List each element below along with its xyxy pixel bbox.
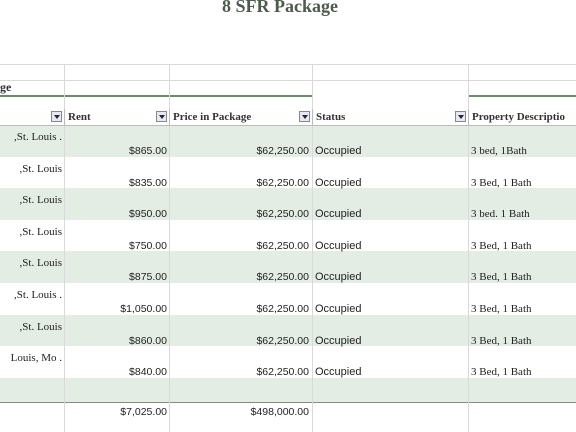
status: Occupied [315, 176, 362, 189]
description: 3 bed. 1 Bath [471, 208, 530, 221]
address: . St. Louis, [14, 131, 62, 143]
description: 3 Bed, 1 Bath [471, 366, 532, 379]
rent: $865.00 [129, 145, 167, 157]
address: St. Louis, [19, 225, 62, 238]
rent: $950.00 [129, 208, 167, 221]
section-rule [468, 95, 576, 97]
rent: $840.00 [129, 366, 167, 379]
price: $62,250.00 [256, 239, 309, 252]
total-rent: $7,025.00 [120, 406, 167, 418]
status: Occupied [315, 271, 362, 284]
description: 3 Bed, 1 Bath [471, 334, 532, 347]
price: $62,250.00 [256, 366, 309, 379]
price: $62,250.00 [256, 334, 309, 347]
price: $62,250.00 [256, 271, 309, 284]
column-header: Property Descriptio [468, 109, 576, 126]
column-header: Rent [64, 109, 169, 126]
description: 3 Bed, 1 Bath [471, 176, 532, 189]
filter-button[interactable] [299, 111, 310, 122]
description: 3 Bed, 1 Bath [471, 239, 532, 252]
status: Occupied [315, 334, 362, 347]
column-header: Status [312, 109, 468, 126]
address: . Louis, Mo [10, 352, 62, 365]
address: St. Louis, [19, 194, 62, 207]
total-band [0, 378, 576, 402]
grid-line [0, 64, 576, 65]
description: 3 Bed, 1 Bath [471, 271, 532, 284]
filter-button[interactable] [455, 111, 466, 122]
grid-line [169, 64, 170, 432]
row-band [0, 251, 576, 283]
rent: $750.00 [129, 239, 167, 252]
price: $62,250.00 [256, 176, 309, 189]
rent: $860.00 [129, 334, 167, 347]
grid-line [312, 64, 313, 432]
section-label: ge [0, 80, 12, 94]
status: Occupied [315, 145, 362, 157]
row-band [0, 125, 576, 157]
address: St. Louis, [19, 162, 62, 175]
address: St. Louis, [19, 257, 62, 270]
rent: $835.00 [129, 176, 167, 189]
address: . St. Louis, [14, 289, 62, 301]
total-price: $498,000.00 [250, 406, 309, 418]
price: $62,250.00 [256, 303, 309, 315]
description: 3 Bed, 1 Bath [471, 303, 532, 315]
price: $62,250.00 [256, 145, 309, 157]
rent: $1,050.00 [120, 303, 167, 315]
total-rule [0, 402, 576, 403]
column-header: Price in Package [169, 109, 312, 126]
address: St. Louis, [19, 320, 62, 333]
section-rule [0, 95, 312, 97]
description: 3 bed, 1Bath [471, 145, 527, 157]
grid-line [468, 64, 469, 432]
rent: $875.00 [129, 271, 167, 284]
status: Occupied [315, 239, 362, 252]
column-header [0, 109, 64, 126]
row-band [0, 188, 576, 220]
price: $62,250.00 [256, 208, 309, 221]
filter-button[interactable] [156, 111, 167, 122]
sheet-title: 8 SFR Package [222, 0, 338, 16]
grid-line [64, 64, 65, 432]
status: Occupied [315, 303, 362, 315]
row-band [0, 314, 576, 347]
status: Occupied [315, 366, 362, 379]
grid-line [0, 80, 576, 81]
status: Occupied [315, 208, 362, 221]
